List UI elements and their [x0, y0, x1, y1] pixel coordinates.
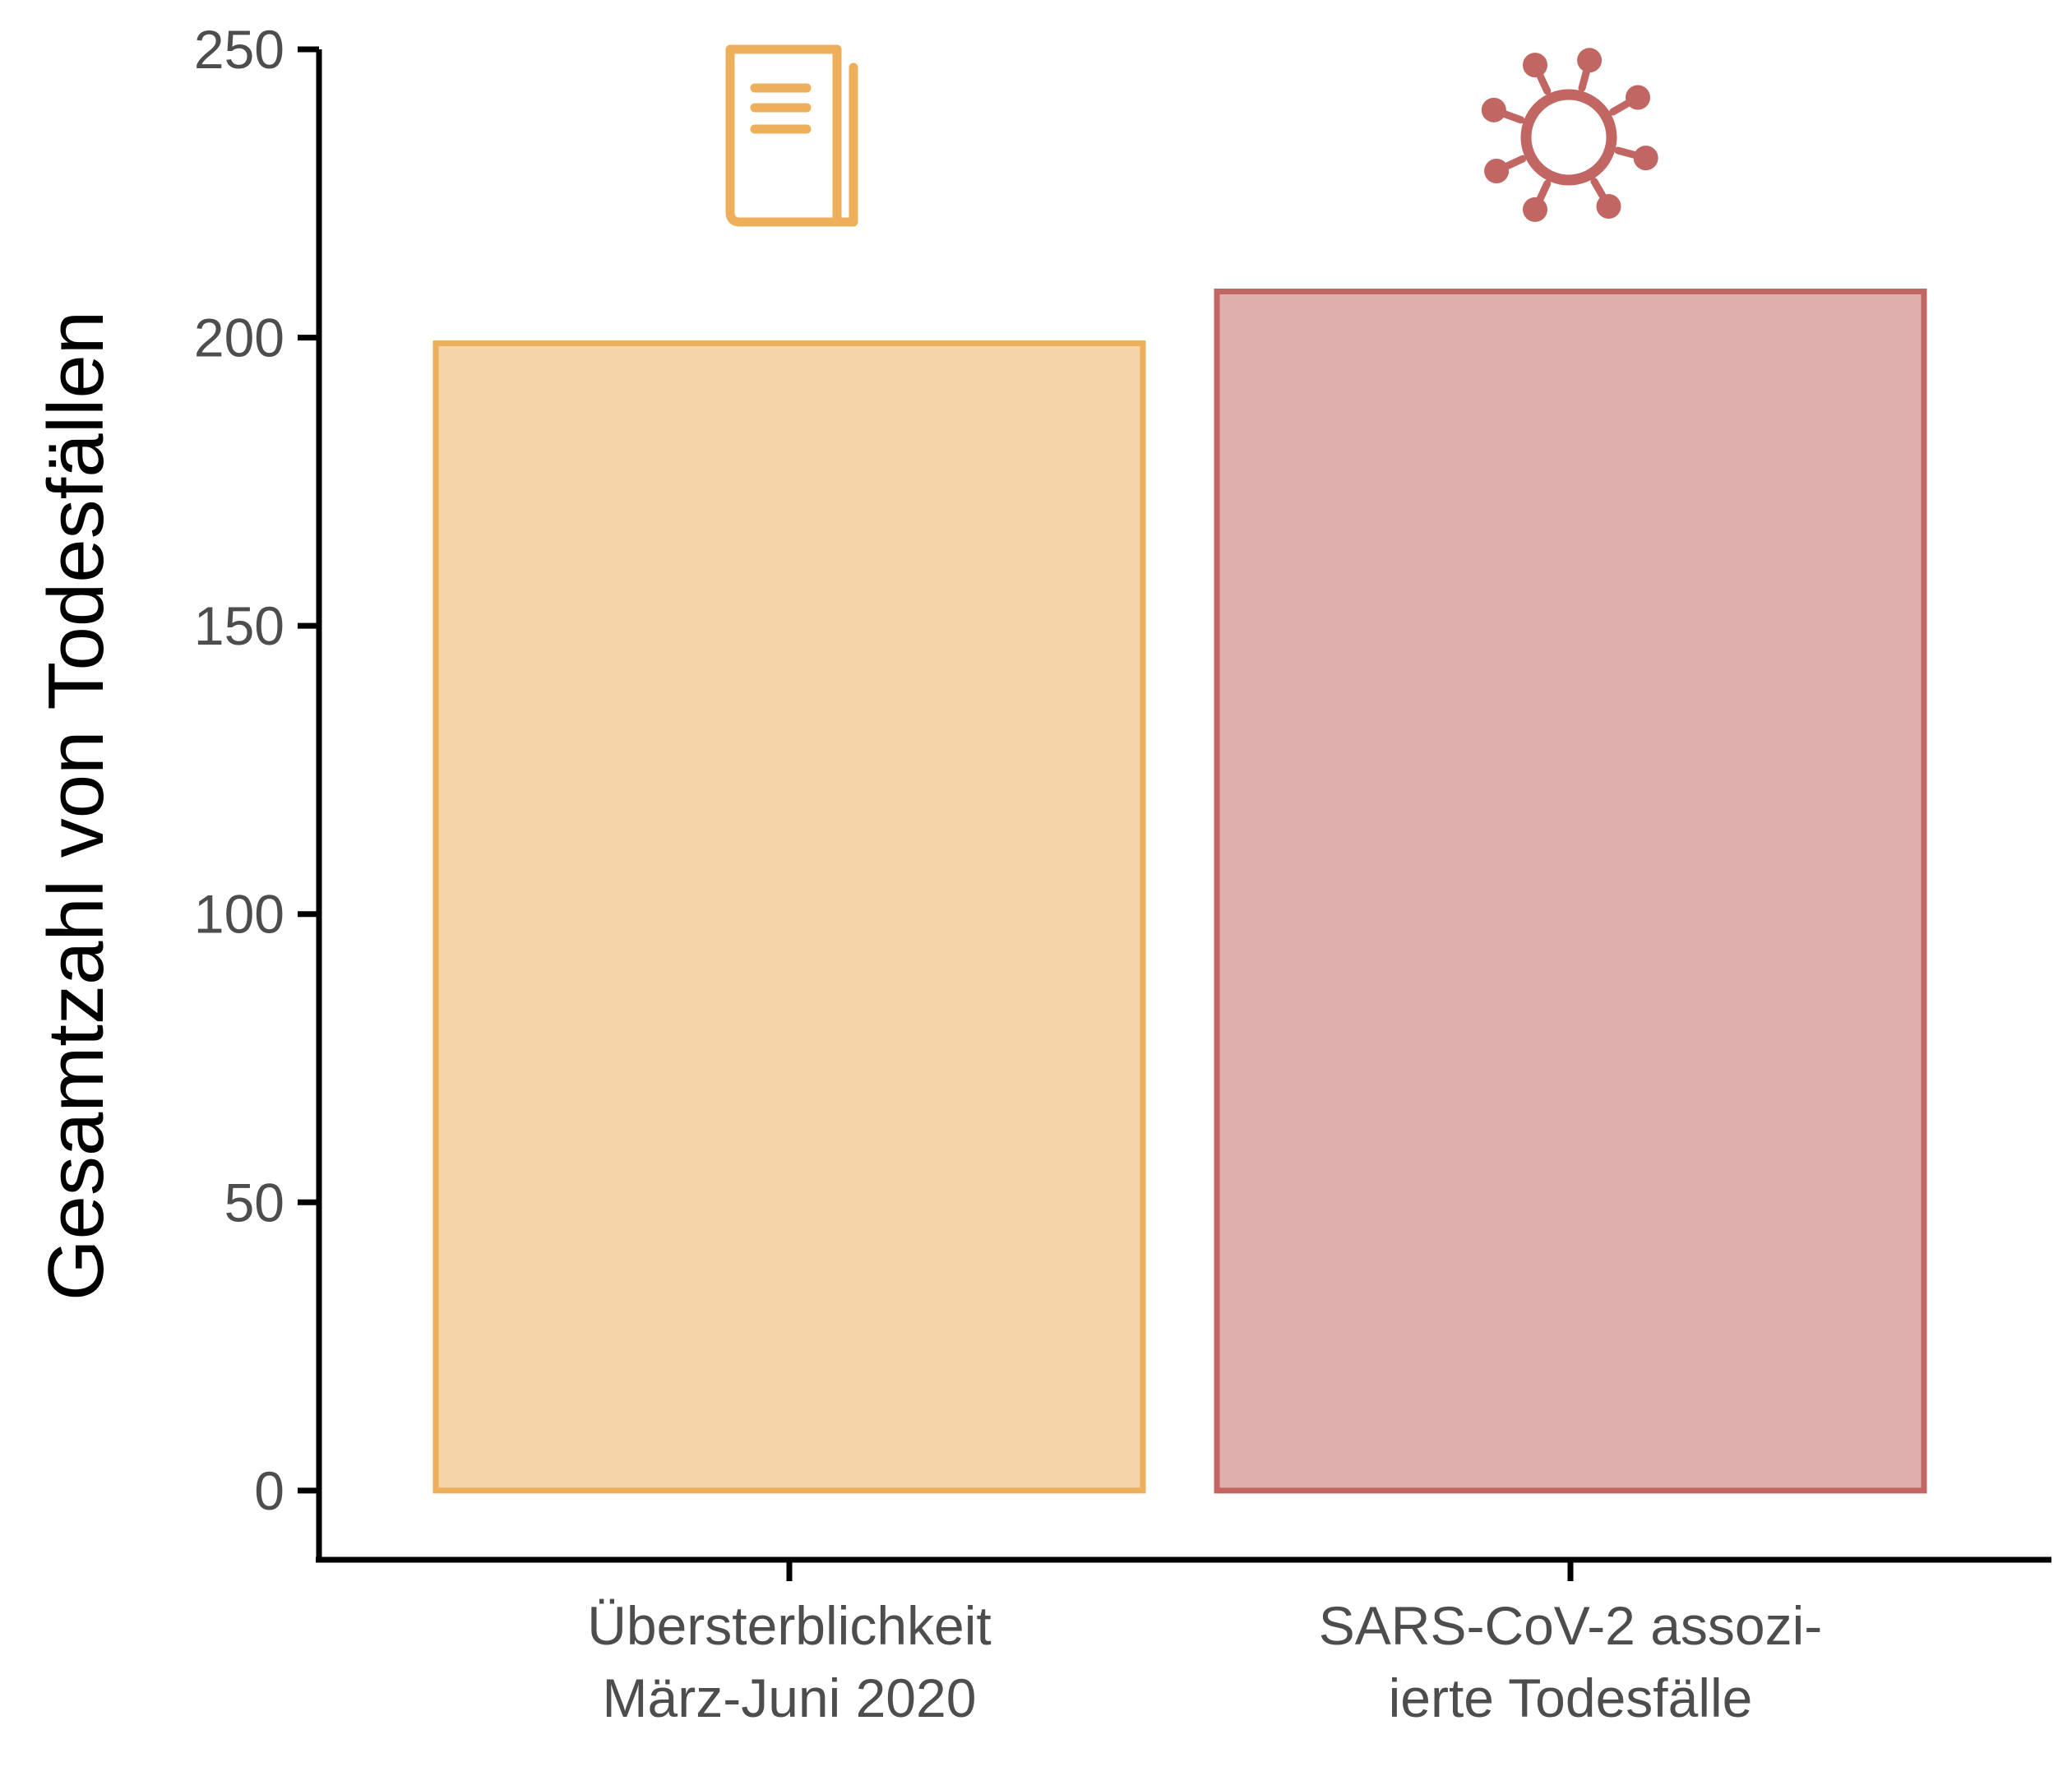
y-axis-ticks: 0 50 100 150 200 250: [194, 19, 319, 1521]
virus-spike-tip-5: [1523, 197, 1548, 222]
virus-body: [1520, 89, 1617, 186]
bars: [432, 288, 1927, 1494]
x-axis-ticks: Übersterblichkeit März-Juni 2020 SARS-CoV-…: [587, 1560, 1822, 1728]
y-tick-label: 0: [254, 1460, 284, 1521]
y-tick-label: 100: [194, 884, 284, 945]
book-pages: [735, 62, 858, 227]
virus-spike-tip-6: [1484, 158, 1510, 183]
y-tick-label: 150: [194, 595, 284, 656]
x-tick-label: SARS-CoV-2 assozi-: [1319, 1595, 1823, 1656]
x-tick-label: ierte Todesfälle: [1389, 1667, 1753, 1728]
y-tick-label: 200: [194, 308, 284, 368]
category-icons: [725, 44, 1658, 227]
virus-spike-tip-4: [1596, 194, 1621, 220]
y-tick-label: 250: [194, 19, 284, 80]
x-tick-label: Übersterblichkeit: [587, 1595, 992, 1656]
book-icon: [725, 44, 858, 227]
virus-spike-tip-2: [1626, 85, 1651, 110]
book-cover: [725, 44, 842, 227]
virus-spike-tip-8: [1523, 53, 1548, 78]
virus-spike-tip-1: [1577, 48, 1603, 73]
x-tick-label: März-Juni 2020: [603, 1667, 977, 1728]
y-axis-title: Gesamtzahl von Todesfällen: [32, 311, 120, 1301]
virus-spike-tip-7: [1481, 97, 1506, 123]
bar-2: [1214, 288, 1927, 1494]
y-tick-label: 50: [224, 1172, 284, 1233]
virus-icon: [1481, 48, 1658, 222]
bar-1: [432, 340, 1146, 1494]
virus-spike-tip-3: [1633, 146, 1658, 171]
